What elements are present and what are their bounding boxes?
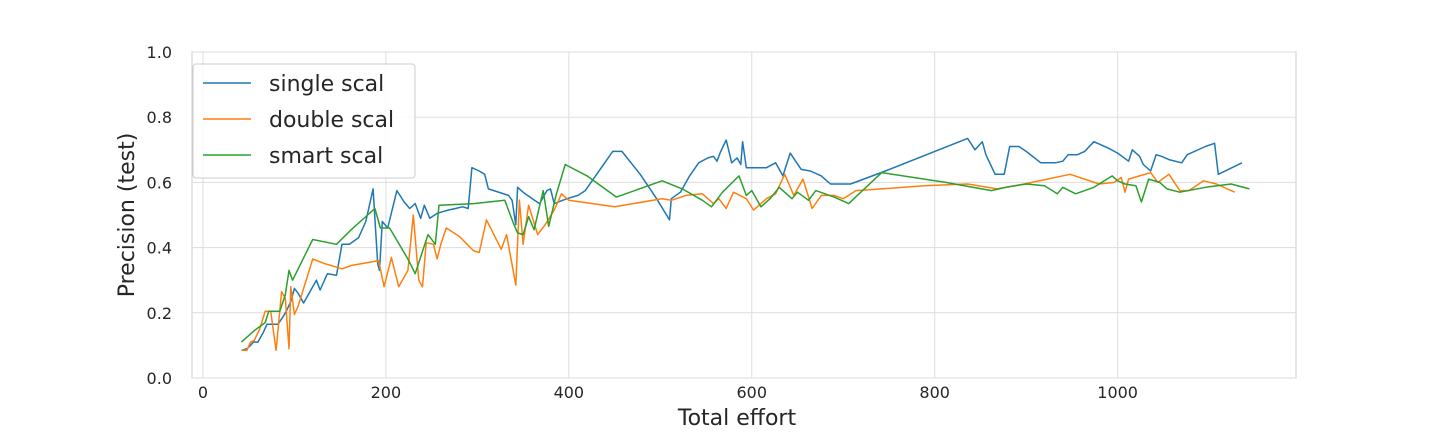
y-tick-label: 0.2 bbox=[147, 304, 172, 323]
y-tick-label: 0.6 bbox=[147, 173, 172, 192]
x-tick-label: 400 bbox=[554, 383, 585, 402]
y-tick-label: 0.8 bbox=[147, 108, 172, 127]
x-tick-label: 800 bbox=[919, 383, 950, 402]
legend-box bbox=[192, 63, 416, 179]
y-tick-label: 0.0 bbox=[147, 369, 172, 388]
legend-entry-label: double scal bbox=[269, 108, 394, 133]
series-line-single-scal bbox=[241, 137, 1243, 352]
y-axis-label: Precision (test) bbox=[115, 133, 140, 298]
x-axis-label: Total effort bbox=[677, 406, 797, 431]
series-lines bbox=[240, 137, 1250, 352]
x-tick-label: 600 bbox=[737, 383, 768, 402]
x-tick-label: 1000 bbox=[1097, 383, 1138, 402]
x-tick-label: 0 bbox=[198, 383, 208, 402]
tick-labels: 0 200 400 600 800 1000 0.0 0.2 0.4 0.6 0.8 1.0 bbox=[147, 43, 1138, 402]
legend-entry-label: single scal bbox=[269, 72, 384, 97]
legend-entry-label: smart scal bbox=[269, 144, 383, 169]
x-tick-label: 200 bbox=[371, 383, 402, 402]
y-tick-label: 1.0 bbox=[147, 43, 172, 62]
y-tick-label: 0.4 bbox=[147, 239, 172, 258]
series-line-smart-scal bbox=[240, 163, 1250, 343]
legend: single scal double scal smart scal bbox=[192, 63, 416, 179]
